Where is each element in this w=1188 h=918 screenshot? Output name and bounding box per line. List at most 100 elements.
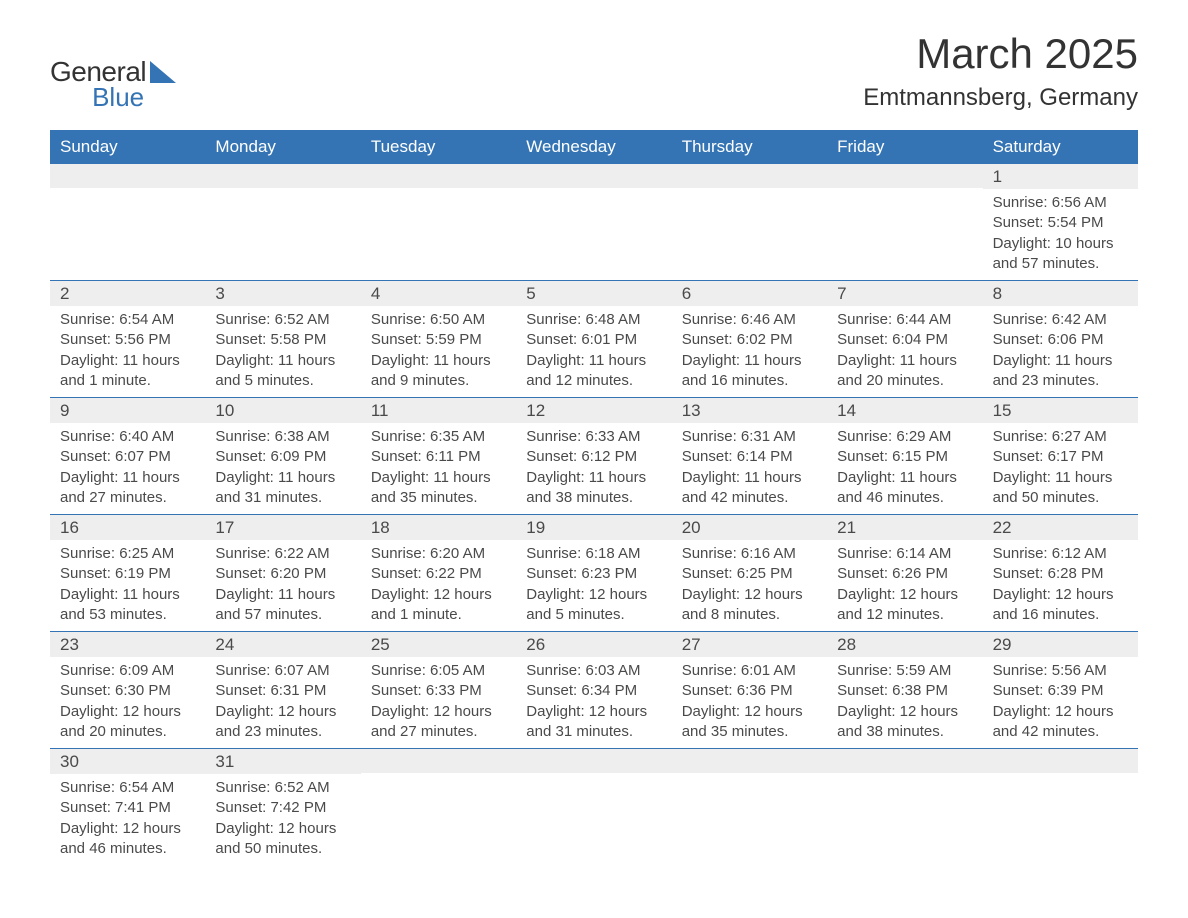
sunset-text: Sunset: 6:02 PM bbox=[682, 330, 817, 350]
calendar-cell bbox=[672, 749, 827, 865]
sunrise-text: Sunrise: 6:48 AM bbox=[526, 310, 661, 330]
day-info: Sunrise: 6:50 AMSunset: 5:59 PMDaylight:… bbox=[361, 306, 516, 397]
sunset-text: Sunset: 6:39 PM bbox=[993, 681, 1128, 701]
sunrise-text: Sunrise: 6:33 AM bbox=[526, 427, 661, 447]
logo-text: General Blue bbox=[50, 58, 146, 110]
day-number: 13 bbox=[672, 398, 827, 423]
triangle-icon bbox=[150, 61, 176, 88]
sunrise-text: Sunrise: 6:20 AM bbox=[371, 544, 506, 564]
day-number bbox=[672, 749, 827, 773]
day-info: Sunrise: 6:01 AMSunset: 6:36 PMDaylight:… bbox=[672, 657, 827, 748]
sunrise-text: Sunrise: 5:59 AM bbox=[837, 661, 972, 681]
sunset-text: Sunset: 6:09 PM bbox=[215, 447, 350, 467]
day-header-row: Sunday Monday Tuesday Wednesday Thursday… bbox=[50, 130, 1138, 164]
calendar-week: 9Sunrise: 6:40 AMSunset: 6:07 PMDaylight… bbox=[50, 398, 1138, 515]
sunset-text: Sunset: 6:28 PM bbox=[993, 564, 1128, 584]
day-number: 2 bbox=[50, 281, 205, 306]
sunrise-text: Sunrise: 5:56 AM bbox=[993, 661, 1128, 681]
day-number: 5 bbox=[516, 281, 671, 306]
day-number bbox=[361, 164, 516, 188]
day-info bbox=[672, 773, 827, 783]
daylight-text: Daylight: 11 hours and 20 minutes. bbox=[837, 351, 972, 392]
sunset-text: Sunset: 7:42 PM bbox=[215, 798, 350, 818]
title-block: March 2025 Emtmannsberg, Germany bbox=[863, 30, 1138, 112]
day-number: 30 bbox=[50, 749, 205, 774]
calendar-cell: 24Sunrise: 6:07 AMSunset: 6:31 PMDayligh… bbox=[205, 632, 360, 748]
calendar-cell: 27Sunrise: 6:01 AMSunset: 6:36 PMDayligh… bbox=[672, 632, 827, 748]
day-info: Sunrise: 6:16 AMSunset: 6:25 PMDaylight:… bbox=[672, 540, 827, 631]
calendar-cell bbox=[983, 749, 1138, 865]
calendar-cell bbox=[516, 164, 671, 280]
day-number bbox=[827, 749, 982, 773]
day-number bbox=[205, 164, 360, 188]
day-number bbox=[516, 749, 671, 773]
sunrise-text: Sunrise: 6:22 AM bbox=[215, 544, 350, 564]
sunset-text: Sunset: 6:26 PM bbox=[837, 564, 972, 584]
location-label: Emtmannsberg, Germany bbox=[863, 84, 1138, 112]
sunset-text: Sunset: 6:30 PM bbox=[60, 681, 195, 701]
day-info bbox=[672, 188, 827, 198]
daylight-text: Daylight: 10 hours and 57 minutes. bbox=[993, 234, 1128, 275]
day-info: Sunrise: 6:54 AMSunset: 5:56 PMDaylight:… bbox=[50, 306, 205, 397]
calendar-cell bbox=[205, 164, 360, 280]
day-number: 28 bbox=[827, 632, 982, 657]
day-number: 7 bbox=[827, 281, 982, 306]
calendar-cell: 2Sunrise: 6:54 AMSunset: 5:56 PMDaylight… bbox=[50, 281, 205, 397]
daylight-text: Daylight: 11 hours and 35 minutes. bbox=[371, 468, 506, 509]
calendar-cell bbox=[827, 749, 982, 865]
sunrise-text: Sunrise: 6:07 AM bbox=[215, 661, 350, 681]
header: General Blue March 2025 Emtmannsberg, Ge… bbox=[50, 30, 1138, 112]
calendar-cell bbox=[516, 749, 671, 865]
day-number: 10 bbox=[205, 398, 360, 423]
sunrise-text: Sunrise: 6:56 AM bbox=[993, 193, 1128, 213]
calendar-cell: 3Sunrise: 6:52 AMSunset: 5:58 PMDaylight… bbox=[205, 281, 360, 397]
day-info: Sunrise: 6:52 AMSunset: 7:42 PMDaylight:… bbox=[205, 774, 360, 865]
sunset-text: Sunset: 6:12 PM bbox=[526, 447, 661, 467]
day-number bbox=[983, 749, 1138, 773]
calendar-cell bbox=[361, 164, 516, 280]
sunrise-text: Sunrise: 6:46 AM bbox=[682, 310, 817, 330]
day-header-monday: Monday bbox=[205, 130, 360, 164]
day-info bbox=[827, 773, 982, 783]
calendar-cell: 9Sunrise: 6:40 AMSunset: 6:07 PMDaylight… bbox=[50, 398, 205, 514]
calendar-cell: 10Sunrise: 6:38 AMSunset: 6:09 PMDayligh… bbox=[205, 398, 360, 514]
day-header-saturday: Saturday bbox=[983, 130, 1138, 164]
calendar-cell: 8Sunrise: 6:42 AMSunset: 6:06 PMDaylight… bbox=[983, 281, 1138, 397]
weeks-container: 1Sunrise: 6:56 AMSunset: 5:54 PMDaylight… bbox=[50, 164, 1138, 865]
day-number: 11 bbox=[361, 398, 516, 423]
calendar-cell: 7Sunrise: 6:44 AMSunset: 6:04 PMDaylight… bbox=[827, 281, 982, 397]
day-number: 1 bbox=[983, 164, 1138, 189]
calendar-cell bbox=[672, 164, 827, 280]
day-number: 26 bbox=[516, 632, 671, 657]
day-info: Sunrise: 6:03 AMSunset: 6:34 PMDaylight:… bbox=[516, 657, 671, 748]
calendar-cell: 26Sunrise: 6:03 AMSunset: 6:34 PMDayligh… bbox=[516, 632, 671, 748]
day-number: 15 bbox=[983, 398, 1138, 423]
calendar-cell: 23Sunrise: 6:09 AMSunset: 6:30 PMDayligh… bbox=[50, 632, 205, 748]
calendar-cell: 15Sunrise: 6:27 AMSunset: 6:17 PMDayligh… bbox=[983, 398, 1138, 514]
day-info: Sunrise: 6:44 AMSunset: 6:04 PMDaylight:… bbox=[827, 306, 982, 397]
calendar-cell: 25Sunrise: 6:05 AMSunset: 6:33 PMDayligh… bbox=[361, 632, 516, 748]
calendar-cell: 17Sunrise: 6:22 AMSunset: 6:20 PMDayligh… bbox=[205, 515, 360, 631]
day-number: 19 bbox=[516, 515, 671, 540]
sunrise-text: Sunrise: 6:27 AM bbox=[993, 427, 1128, 447]
sunset-text: Sunset: 6:33 PM bbox=[371, 681, 506, 701]
daylight-text: Daylight: 11 hours and 16 minutes. bbox=[682, 351, 817, 392]
day-info: Sunrise: 6:54 AMSunset: 7:41 PMDaylight:… bbox=[50, 774, 205, 865]
sunset-text: Sunset: 6:01 PM bbox=[526, 330, 661, 350]
day-number: 6 bbox=[672, 281, 827, 306]
day-info: Sunrise: 6:52 AMSunset: 5:58 PMDaylight:… bbox=[205, 306, 360, 397]
sunrise-text: Sunrise: 6:12 AM bbox=[993, 544, 1128, 564]
sunset-text: Sunset: 6:11 PM bbox=[371, 447, 506, 467]
day-info: Sunrise: 6:33 AMSunset: 6:12 PMDaylight:… bbox=[516, 423, 671, 514]
sunset-text: Sunset: 6:38 PM bbox=[837, 681, 972, 701]
day-info: Sunrise: 6:09 AMSunset: 6:30 PMDaylight:… bbox=[50, 657, 205, 748]
day-number: 27 bbox=[672, 632, 827, 657]
day-info: Sunrise: 6:27 AMSunset: 6:17 PMDaylight:… bbox=[983, 423, 1138, 514]
daylight-text: Daylight: 11 hours and 5 minutes. bbox=[215, 351, 350, 392]
sunrise-text: Sunrise: 6:42 AM bbox=[993, 310, 1128, 330]
calendar-cell: 1Sunrise: 6:56 AMSunset: 5:54 PMDaylight… bbox=[983, 164, 1138, 280]
sunrise-text: Sunrise: 6:44 AM bbox=[837, 310, 972, 330]
sunset-text: Sunset: 6:17 PM bbox=[993, 447, 1128, 467]
month-title: March 2025 bbox=[863, 30, 1138, 78]
sunrise-text: Sunrise: 6:16 AM bbox=[682, 544, 817, 564]
